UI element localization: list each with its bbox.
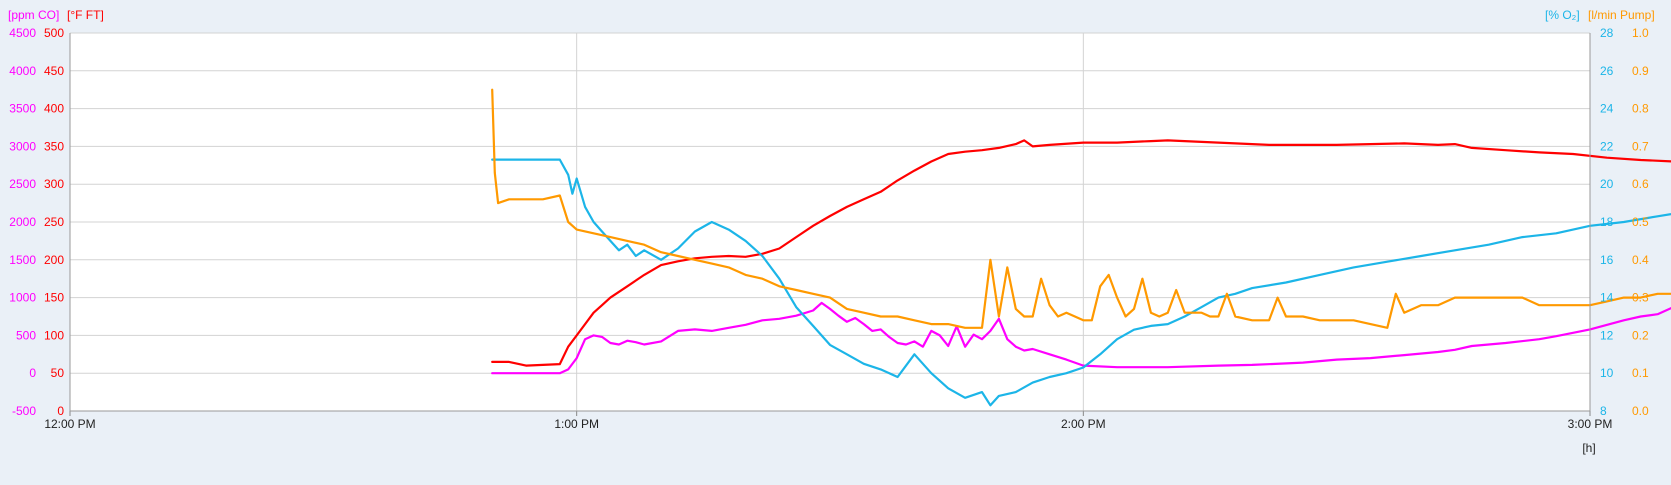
x-tick-label: 1:00 PM xyxy=(554,417,599,431)
o2-tick-label: 16 xyxy=(1600,253,1614,267)
co-tick-label: 4500 xyxy=(9,26,36,40)
o2-tick-label: 12 xyxy=(1600,328,1614,342)
x-tick-label: 2:00 PM xyxy=(1061,417,1106,431)
pump-tick-label: 0.4 xyxy=(1632,253,1649,267)
pump-tick-label: 0.2 xyxy=(1632,328,1649,342)
co-tick-label: 500 xyxy=(16,328,36,342)
gridlines xyxy=(69,32,1591,412)
o2-axis-title: [% O₂] xyxy=(1545,8,1580,22)
co-tick-label: 2000 xyxy=(9,215,36,229)
pump-tick-label: 0.9 xyxy=(1632,64,1649,78)
o2-tick-label: 26 xyxy=(1600,64,1614,78)
pump-series-line xyxy=(491,88,1671,329)
series-layer xyxy=(491,88,1671,407)
pump-tick-label: 0.1 xyxy=(1632,366,1649,380)
co-tick-label: 3500 xyxy=(9,102,36,116)
co-tick-label: 0 xyxy=(29,366,36,380)
axes-layer: 12:00 PM 1:00 PM 2:00 PM 3:00 PM[h]-5000500… xyxy=(8,8,1655,455)
co-axis-title: [ppm CO] xyxy=(8,8,59,22)
o2-tick-label: 8 xyxy=(1600,404,1607,418)
x-tick-label: 3:00 PM xyxy=(1568,417,1613,431)
o2-series-line xyxy=(491,158,1671,407)
o2-tick-label: 28 xyxy=(1600,26,1614,40)
ft-tick-label: 200 xyxy=(44,253,64,267)
co-tick-label: 1500 xyxy=(9,253,36,267)
o2-tick-label: 24 xyxy=(1600,102,1614,116)
pump-tick-label: 0.7 xyxy=(1632,139,1649,153)
pump-tick-label: 1.0 xyxy=(1632,26,1649,40)
ft-tick-label: 0 xyxy=(57,404,64,418)
ft-tick-label: 150 xyxy=(44,291,64,305)
o2-tick-label: 18 xyxy=(1600,215,1614,229)
ft-tick-label: 450 xyxy=(44,64,64,78)
co-tick-label: 1000 xyxy=(9,291,36,305)
o2-tick-label: 10 xyxy=(1600,366,1614,380)
co-series-line xyxy=(491,301,1671,375)
co-tick-label: 3000 xyxy=(9,139,36,153)
co-tick-label: -500 xyxy=(12,404,36,418)
co-tick-label: 4000 xyxy=(9,64,36,78)
pump-axis-title: [l/min Pump] xyxy=(1588,8,1655,22)
ft-tick-label: 300 xyxy=(44,177,64,191)
ft-tick-label: 400 xyxy=(44,102,64,116)
pump-tick-label: 0.0 xyxy=(1632,404,1649,418)
ft-tick-label: 100 xyxy=(44,328,64,342)
pump-tick-label: 0.8 xyxy=(1632,102,1649,116)
pump-tick-label: 0.5 xyxy=(1632,215,1649,229)
ft-tick-label: 350 xyxy=(44,139,64,153)
o2-tick-label: 22 xyxy=(1600,139,1614,153)
o2-tick-label: 14 xyxy=(1600,291,1614,305)
co-tick-label: 2500 xyxy=(9,177,36,191)
x-tick-label: 12:00 PM xyxy=(44,417,95,431)
ft-tick-label: 50 xyxy=(51,366,65,380)
ft-tick-label: 500 xyxy=(44,26,64,40)
ft-axis-title: [°F FT] xyxy=(67,8,104,22)
pump-tick-label: 0.3 xyxy=(1632,291,1649,305)
x-axis-label: [h] xyxy=(1582,441,1595,455)
ft-tick-label: 250 xyxy=(44,215,64,229)
pump-tick-label: 0.6 xyxy=(1632,177,1649,191)
o2-tick-label: 20 xyxy=(1600,177,1614,191)
